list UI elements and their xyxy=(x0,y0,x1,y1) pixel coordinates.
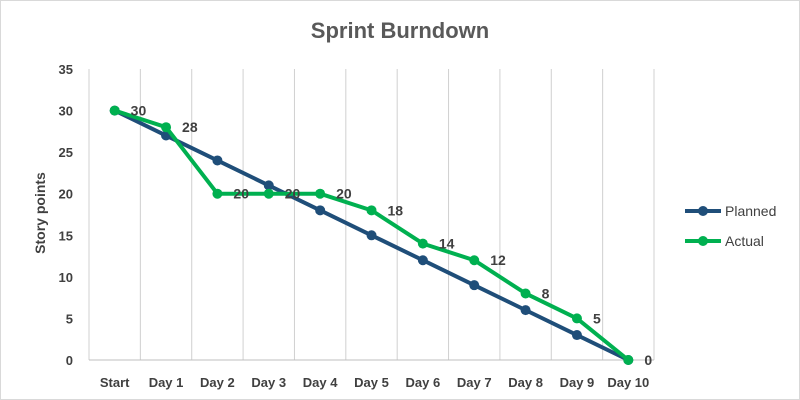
data-point-planned xyxy=(315,205,326,216)
x-tick-label: Day 10 xyxy=(607,375,649,390)
data-point-actual xyxy=(315,188,326,199)
x-tick-label: Start xyxy=(100,375,130,390)
data-point-planned xyxy=(263,180,274,191)
x-tick-label: Day 5 xyxy=(354,375,389,390)
x-tick-label: Day 2 xyxy=(200,375,235,390)
data-point-actual xyxy=(571,313,582,324)
data-point-actual xyxy=(109,105,120,116)
data-point-planned xyxy=(417,255,428,266)
data-label-actual: 5 xyxy=(593,310,601,326)
y-tick-label: 25 xyxy=(59,145,73,160)
data-point-planned xyxy=(212,155,223,166)
y-tick-label: 30 xyxy=(59,104,73,119)
data-point-actual xyxy=(212,188,223,199)
legend-label-actual: Actual xyxy=(725,233,764,249)
data-point-actual xyxy=(263,188,274,199)
data-point-actual xyxy=(366,205,377,216)
y-tick-label: 0 xyxy=(66,353,73,368)
data-point-planned xyxy=(366,230,377,241)
legend-swatch-marker xyxy=(698,236,708,246)
data-point-actual xyxy=(469,255,480,266)
chart-title: Sprint Burndown xyxy=(311,18,489,43)
data-point-actual xyxy=(520,288,531,299)
data-label-actual: 8 xyxy=(542,285,550,301)
x-tick-label: Day 7 xyxy=(457,375,492,390)
x-tick-label: Day 9 xyxy=(560,375,595,390)
data-point-actual xyxy=(623,355,634,365)
x-tick-label: Day 4 xyxy=(303,375,338,390)
data-label-actual: 20 xyxy=(233,186,249,202)
x-tick-label: Day 3 xyxy=(251,375,286,390)
data-point-planned xyxy=(469,280,480,291)
series-lines xyxy=(109,105,634,365)
data-label-actual: 12 xyxy=(490,252,506,268)
data-label-actual: 20 xyxy=(285,186,301,202)
data-label-actual: 20 xyxy=(336,186,352,202)
data-point-actual xyxy=(417,238,428,249)
data-label-actual: 14 xyxy=(439,236,455,252)
y-tick-label: 10 xyxy=(59,270,73,285)
x-tick-label: Day 6 xyxy=(406,375,441,390)
data-label-actual: 28 xyxy=(182,119,198,135)
data-point-actual xyxy=(161,122,172,133)
y-axis-label: Story points xyxy=(32,172,48,254)
data-label-actual: 0 xyxy=(644,352,652,368)
data-label-actual: 18 xyxy=(388,202,404,218)
x-tick-label: Day 8 xyxy=(508,375,543,390)
data-point-planned xyxy=(520,305,531,316)
data-labels: 30 28 20 20 20 18 14 12 8 5 0 xyxy=(131,103,653,368)
data-point-planned xyxy=(571,330,582,341)
axes: 0 5 10 15 20 25 30 35 Start Day 1 Day 2 Day 3 Day 4 D… xyxy=(59,62,654,390)
legend-swatch-marker xyxy=(698,206,708,216)
legend-label-planned: Planned xyxy=(725,203,776,219)
data-label-actual: 30 xyxy=(131,103,147,119)
y-tick-label: 15 xyxy=(59,228,73,243)
y-tick-label: 20 xyxy=(59,187,73,202)
legend: Planned Actual xyxy=(685,203,776,249)
y-tick-label: 5 xyxy=(66,311,73,326)
x-tick-label: Day 1 xyxy=(149,375,184,390)
y-tick-label: 35 xyxy=(59,62,73,77)
